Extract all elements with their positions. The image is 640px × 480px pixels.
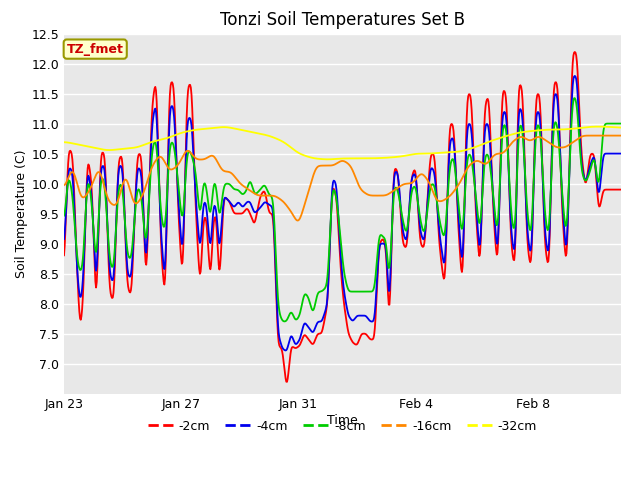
X-axis label: Time: Time bbox=[327, 414, 358, 427]
Text: TZ_fmet: TZ_fmet bbox=[67, 43, 124, 56]
Title: Tonzi Soil Temperatures Set B: Tonzi Soil Temperatures Set B bbox=[220, 11, 465, 29]
Legend: -2cm, -4cm, -8cm, -16cm, -32cm: -2cm, -4cm, -8cm, -16cm, -32cm bbox=[143, 415, 542, 438]
Y-axis label: Soil Temperature (C): Soil Temperature (C) bbox=[15, 149, 29, 278]
